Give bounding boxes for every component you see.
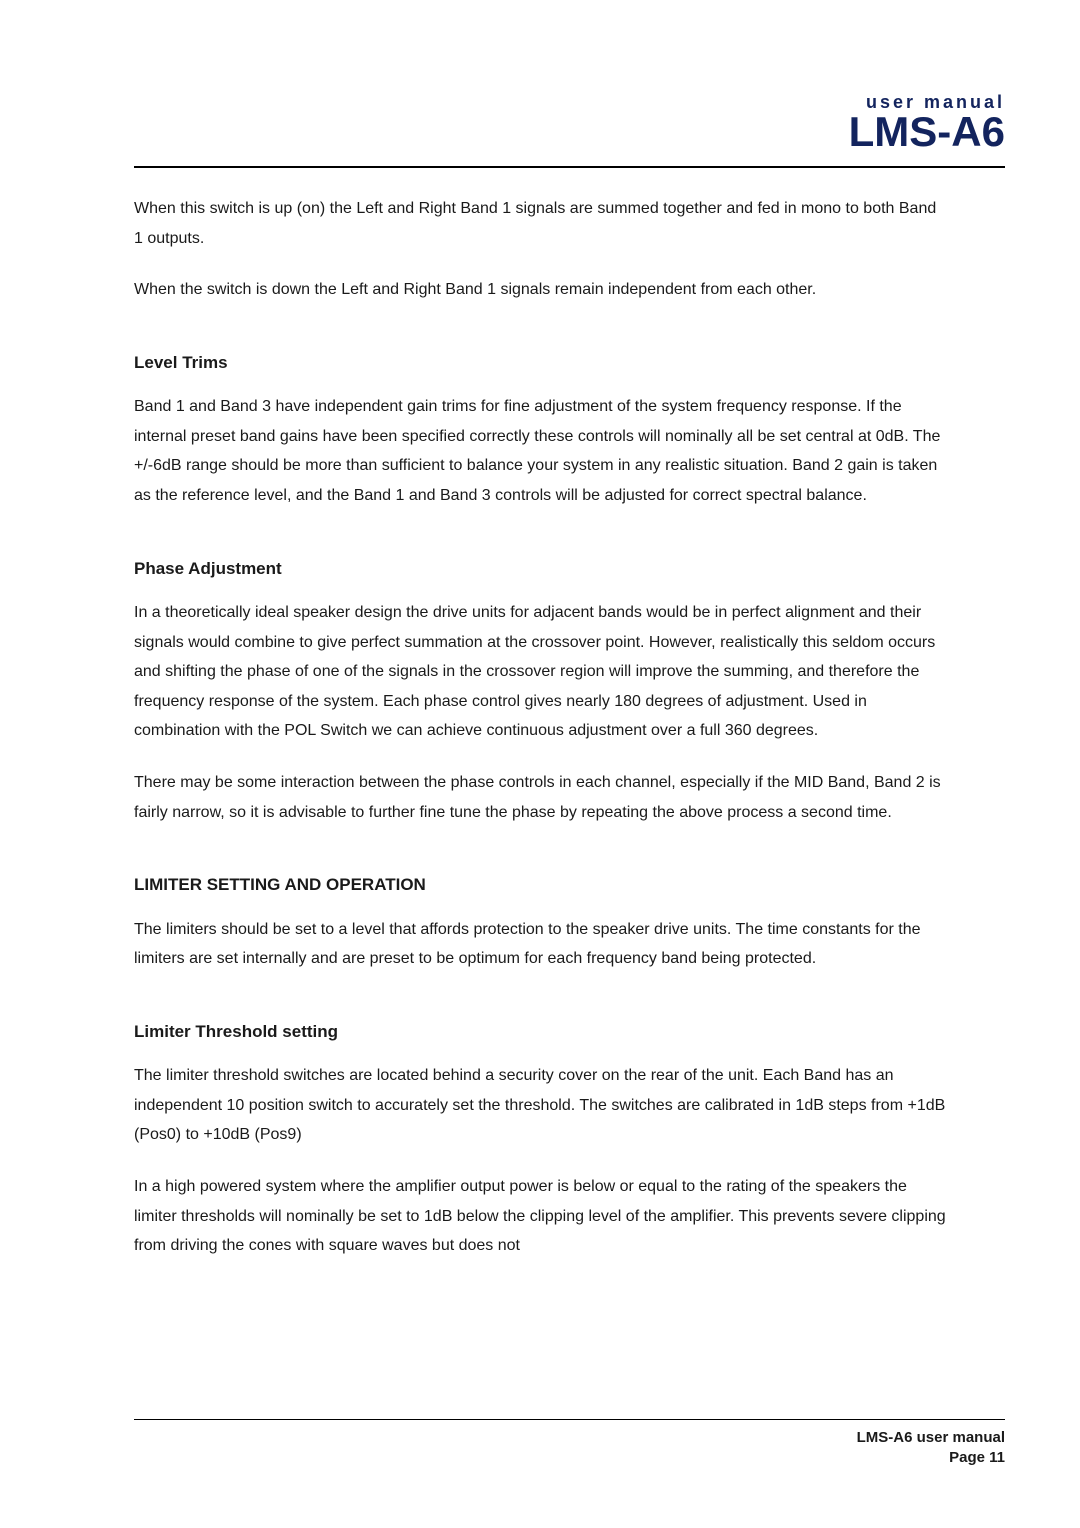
header-title: LMS-A6 [849,111,1005,153]
heading-limiter-threshold: Limiter Threshold setting [134,1016,947,1047]
paragraph-limiter: The limiters should be set to a level th… [134,915,947,974]
paragraph-threshold-1: The limiter threshold switches are locat… [134,1061,947,1150]
paragraph-intro-1: When this switch is up (on) the Left and… [134,194,947,253]
footer-line-2: Page 11 [857,1448,1005,1468]
content-body: When this switch is up (on) the Left and… [134,194,947,1283]
footer-line-1: LMS-A6 user manual [857,1428,1005,1448]
bottom-rule [134,1419,1005,1420]
header-block: user manual LMS-A6 [849,92,1005,153]
footer-block: LMS-A6 user manual Page 11 [857,1428,1005,1469]
heading-limiter-setting: LIMITER SETTING AND OPERATION [134,869,947,900]
top-rule [134,166,1005,168]
page: user manual LMS-A6 When this switch is u… [0,0,1080,1528]
heading-level-trims: Level Trims [134,347,947,378]
paragraph-level-trims: Band 1 and Band 3 have independent gain … [134,392,947,510]
paragraph-phase-2: There may be some interaction between th… [134,768,947,827]
heading-phase-adjustment: Phase Adjustment [134,553,947,584]
paragraph-threshold-2: In a high powered system where the ampli… [134,1172,947,1261]
paragraph-intro-2: When the switch is down the Left and Rig… [134,275,947,305]
paragraph-phase-1: In a theoretically ideal speaker design … [134,598,947,746]
